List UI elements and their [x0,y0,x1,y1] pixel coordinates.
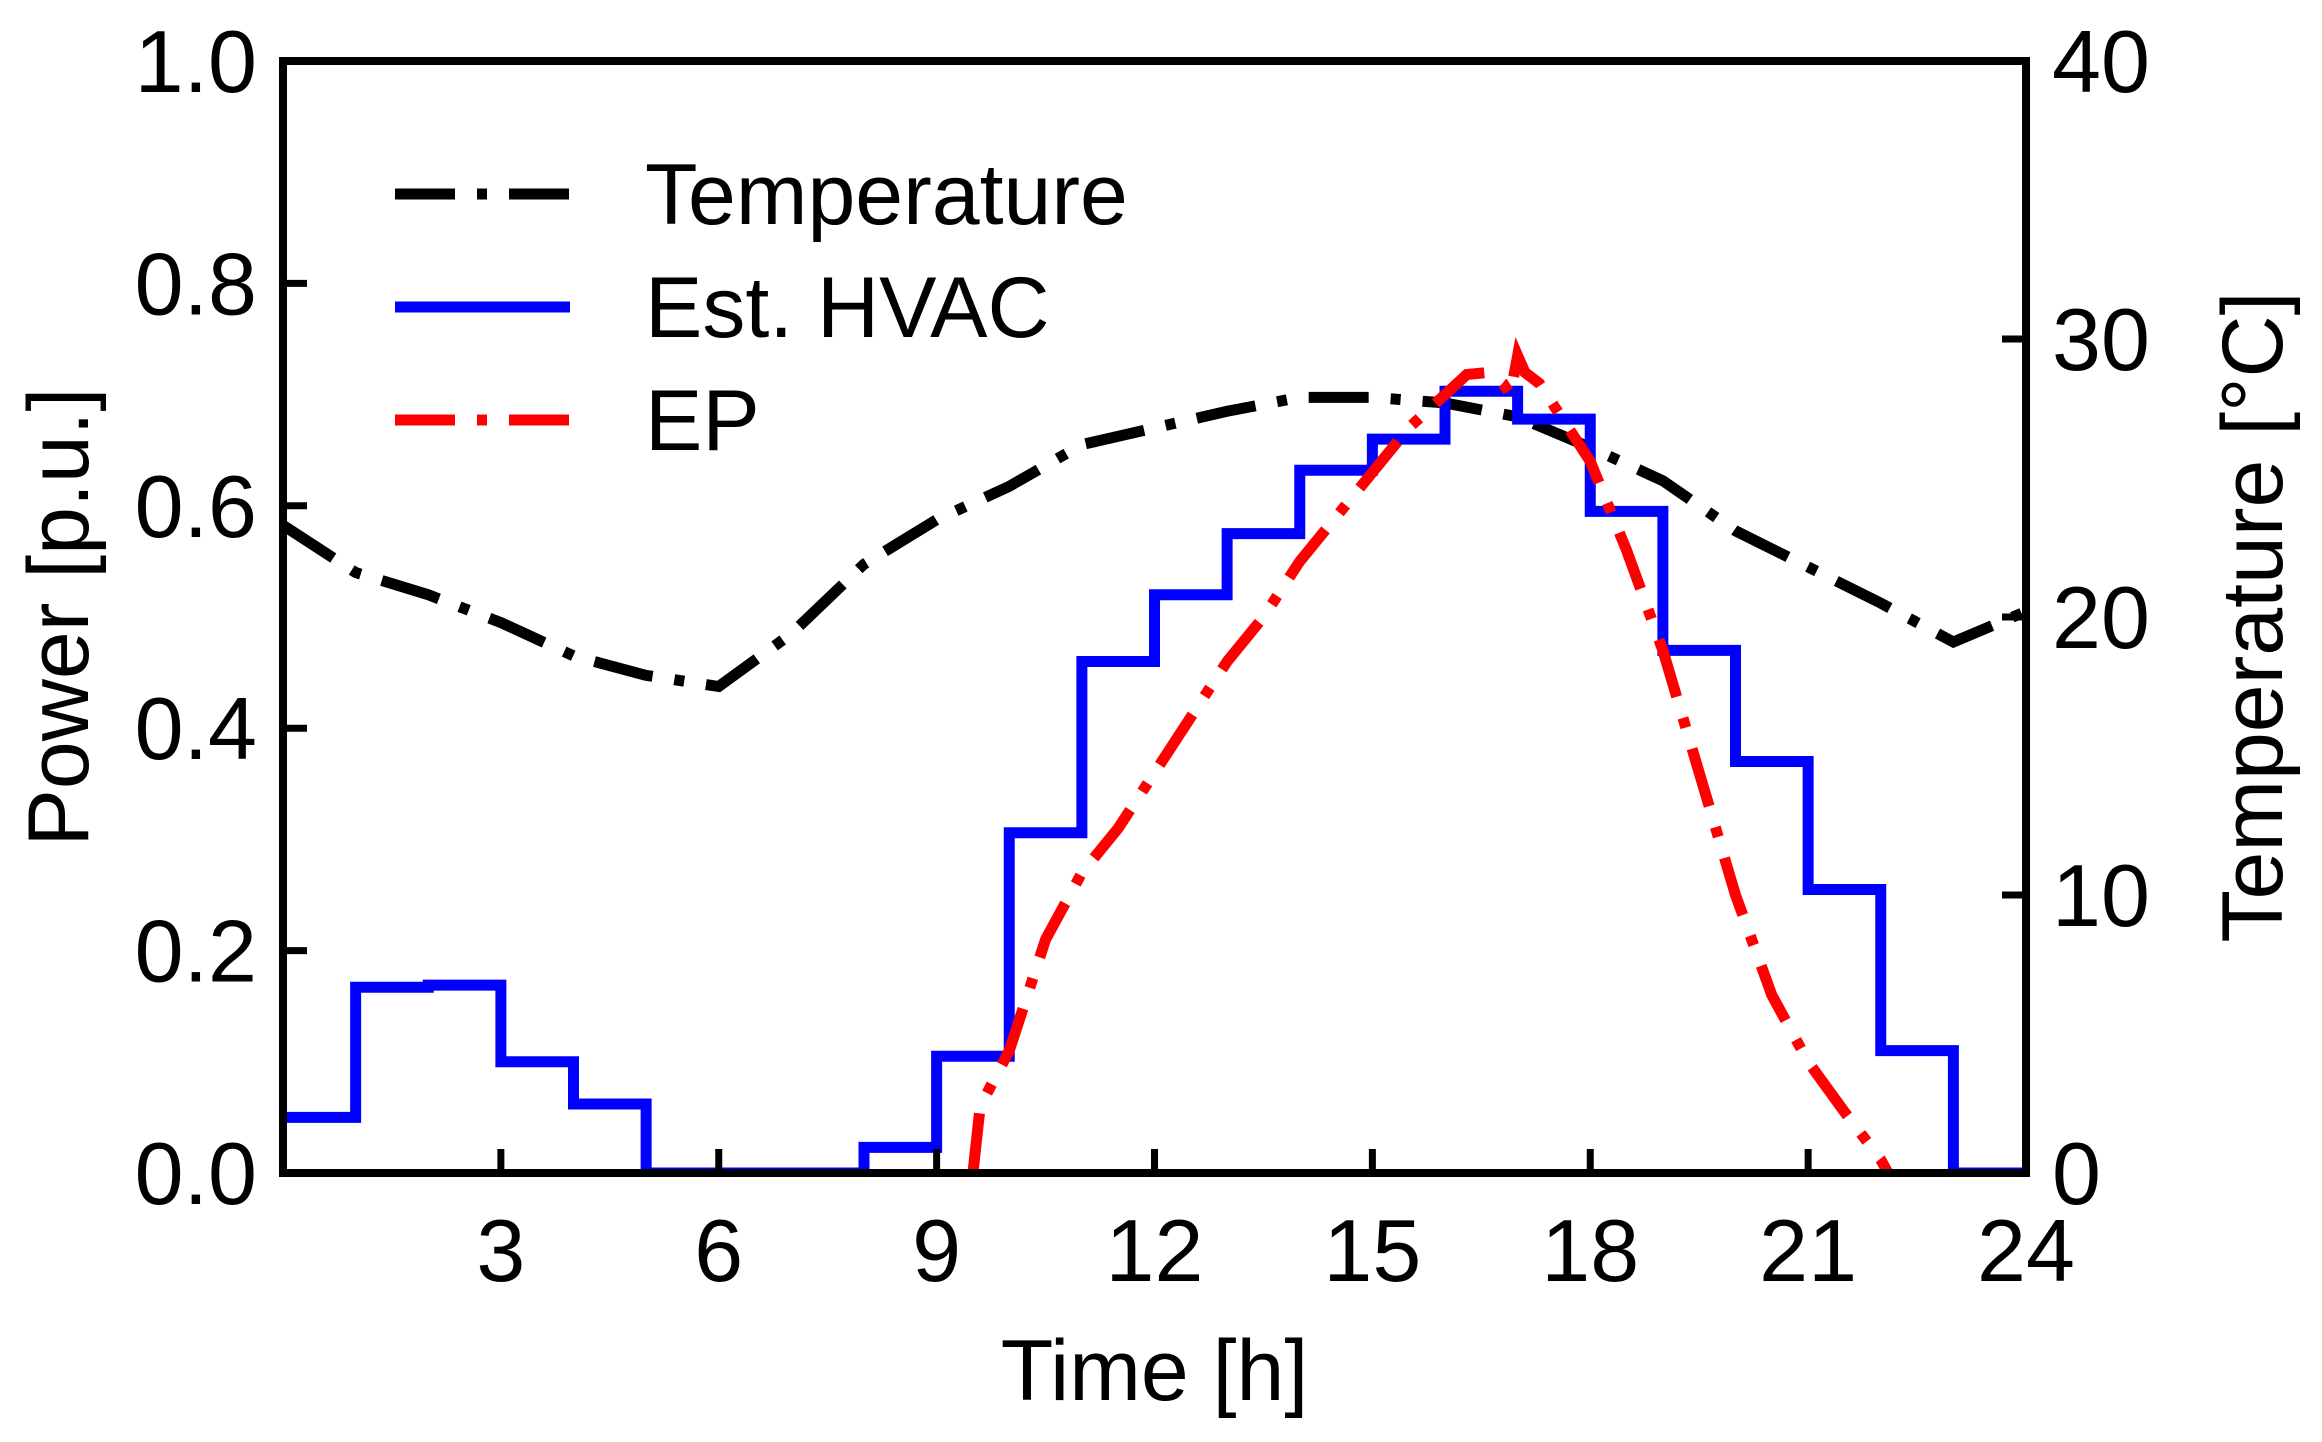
x-axis-title: Time [h] [1001,1323,1308,1419]
x-tick-label: 6 [694,1201,743,1300]
y-tick-label: 0.8 [135,234,257,333]
y2-tick-label: 20 [2052,568,2150,667]
y-tick-label: 0.6 [135,457,257,556]
series-est-hvac-line [283,385,2026,1173]
y-axis-title: Power [p.u.] [11,388,107,847]
y2-tick-label: 30 [2052,290,2150,389]
legend-ep-label: EP [645,373,760,469]
y-tick-label: 0.0 [135,1124,257,1223]
x-tick-label: 21 [1759,1201,1857,1300]
x-tick-label: 15 [1323,1201,1421,1300]
series-temperature-line [283,391,2026,693]
series-layer [283,337,2026,1173]
x-tick-label: 24 [1977,1201,2075,1300]
y-tick-label: 0.2 [135,902,257,1001]
legend-temperature-label: Temperature [645,147,1128,243]
x-tick-label: 3 [476,1201,525,1300]
y2-tick-label: 10 [2052,846,2150,945]
legend: Temperature Est. HVAC EP [395,147,1128,469]
legend-est-hvac-label: Est. HVAC [645,260,1050,356]
x-tick-label: 18 [1541,1201,1639,1300]
y2-axis-title: Temperature [°C] [2205,292,2301,943]
x-tick-label: 9 [912,1201,961,1300]
y-tick-label: 0.4 [135,679,257,778]
axes-layer: 3 6 9 12 15 18 21 24 0.0 0.2 0.4 0.6 0.8 1.0 0 10 20 30 40 [135,12,2150,1300]
y2-tick-label: 0 [2052,1124,2101,1223]
y-tick-label: 1.0 [135,12,257,111]
x-tick-label: 12 [1106,1201,1204,1300]
y2-tick-label: 40 [2052,12,2150,111]
